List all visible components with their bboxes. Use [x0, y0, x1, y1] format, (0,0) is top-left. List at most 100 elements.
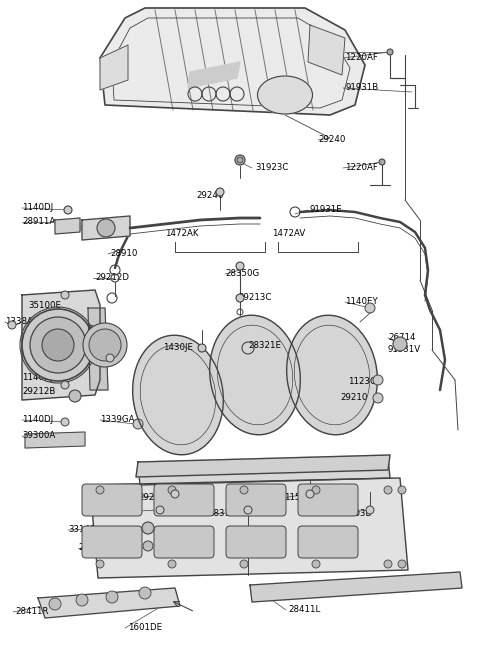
Circle shape [106, 354, 114, 362]
Text: 1153CB: 1153CB [84, 509, 118, 519]
Text: 28321E: 28321E [248, 341, 281, 349]
Text: 28910: 28910 [110, 250, 137, 258]
Circle shape [22, 309, 94, 381]
Circle shape [69, 390, 81, 402]
Text: 28350G: 28350G [225, 270, 259, 278]
Text: 11403B: 11403B [338, 509, 372, 519]
Circle shape [366, 506, 374, 514]
Text: 1140EY: 1140EY [345, 297, 378, 307]
Circle shape [244, 506, 252, 514]
Text: 1472AV: 1472AV [272, 230, 305, 238]
Circle shape [156, 506, 164, 514]
Text: 33141: 33141 [68, 525, 96, 535]
FancyBboxPatch shape [226, 484, 286, 516]
Text: 1430JE: 1430JE [163, 343, 193, 353]
Circle shape [312, 486, 320, 494]
Circle shape [83, 323, 127, 367]
Text: 91931E: 91931E [310, 205, 343, 214]
Polygon shape [250, 572, 462, 602]
Circle shape [387, 49, 393, 55]
Text: 1140DJ: 1140DJ [22, 416, 53, 424]
Circle shape [236, 262, 244, 270]
Circle shape [61, 381, 69, 389]
Circle shape [139, 587, 151, 599]
Circle shape [61, 418, 69, 426]
Text: 29213C: 29213C [238, 293, 271, 303]
Text: 28311: 28311 [208, 509, 236, 519]
Polygon shape [82, 216, 130, 240]
Circle shape [8, 321, 16, 329]
Text: 1339GA: 1339GA [100, 416, 134, 424]
Circle shape [237, 157, 243, 163]
Polygon shape [188, 62, 240, 88]
Polygon shape [22, 290, 100, 400]
Circle shape [236, 294, 244, 302]
Circle shape [373, 375, 383, 385]
Circle shape [49, 598, 61, 610]
Text: 35100E: 35100E [28, 301, 61, 309]
Polygon shape [38, 588, 180, 618]
FancyBboxPatch shape [226, 526, 286, 558]
Circle shape [142, 522, 154, 534]
FancyBboxPatch shape [298, 484, 358, 516]
Text: 91931V: 91931V [388, 345, 421, 355]
Circle shape [398, 560, 406, 568]
FancyBboxPatch shape [154, 526, 214, 558]
FancyBboxPatch shape [298, 526, 358, 558]
Circle shape [168, 486, 176, 494]
Circle shape [143, 541, 153, 551]
Text: 28411R: 28411R [15, 608, 48, 616]
Circle shape [76, 594, 88, 606]
Circle shape [30, 317, 86, 373]
Text: 39300A: 39300A [22, 432, 55, 440]
Text: 28411L: 28411L [288, 606, 320, 614]
Polygon shape [100, 8, 365, 115]
Text: 29212B: 29212B [22, 388, 55, 396]
Polygon shape [138, 458, 390, 485]
Polygon shape [100, 45, 128, 90]
Text: 11533: 11533 [95, 347, 122, 357]
Text: 35101: 35101 [83, 325, 110, 335]
Circle shape [96, 486, 104, 494]
Circle shape [64, 206, 72, 214]
Ellipse shape [132, 335, 223, 455]
Text: 29210: 29210 [340, 394, 367, 402]
Circle shape [393, 337, 407, 351]
Text: 91931B: 91931B [345, 84, 378, 92]
Circle shape [312, 560, 320, 568]
Text: 1220AF: 1220AF [345, 54, 378, 62]
Text: 29212D: 29212D [95, 274, 129, 282]
Circle shape [365, 303, 375, 313]
Text: 31923C: 31923C [255, 163, 288, 173]
Text: 29215: 29215 [138, 493, 166, 503]
Polygon shape [55, 218, 80, 234]
Polygon shape [90, 478, 408, 578]
FancyBboxPatch shape [82, 484, 142, 516]
Text: 1153CH: 1153CH [284, 493, 319, 503]
Circle shape [379, 159, 385, 165]
Circle shape [97, 219, 115, 237]
Circle shape [133, 419, 143, 429]
Circle shape [240, 560, 248, 568]
Text: 1140DJ: 1140DJ [22, 203, 53, 212]
Circle shape [168, 560, 176, 568]
Ellipse shape [257, 76, 312, 114]
Text: 29246: 29246 [196, 191, 223, 201]
Circle shape [89, 329, 121, 361]
Polygon shape [308, 25, 345, 75]
Circle shape [106, 591, 118, 603]
Circle shape [61, 291, 69, 299]
Text: 29240: 29240 [318, 135, 346, 145]
Text: 29212D: 29212D [78, 544, 112, 552]
Text: 1472AK: 1472AK [165, 230, 199, 238]
Circle shape [384, 486, 392, 494]
Circle shape [198, 344, 206, 352]
Circle shape [235, 155, 245, 165]
Polygon shape [25, 432, 85, 448]
Circle shape [384, 560, 392, 568]
Polygon shape [88, 308, 108, 390]
FancyBboxPatch shape [82, 526, 142, 558]
Text: 28920: 28920 [72, 224, 99, 232]
Text: 28911A: 28911A [22, 218, 55, 226]
Text: 26714: 26714 [388, 333, 416, 343]
